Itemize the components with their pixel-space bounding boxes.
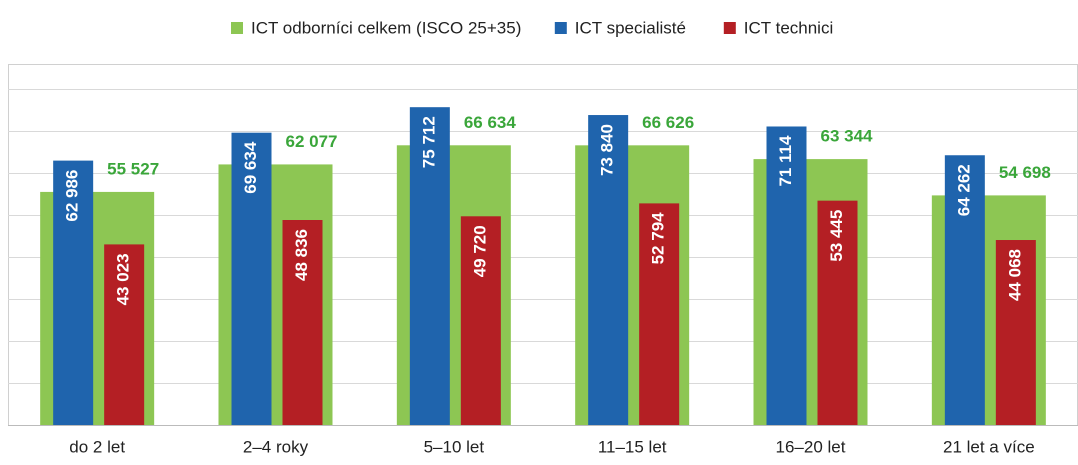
value-label: 48 836: [292, 229, 311, 281]
x-tick-label: do 2 let: [69, 437, 125, 456]
x-tick-label: 5–10 let: [424, 437, 485, 456]
bar: [588, 115, 629, 425]
value-label: 43 023: [114, 253, 133, 305]
legend-label: ICT technici: [744, 18, 833, 37]
value-label: 66 626: [642, 113, 694, 132]
plot-frame: [8, 64, 1078, 426]
bar: [104, 244, 145, 425]
x-tick-label: 16–20 let: [776, 437, 846, 456]
bar: [639, 203, 680, 425]
bar: [53, 160, 94, 425]
value-label: 52 794: [649, 212, 668, 265]
legend-label: ICT specialisté: [575, 18, 686, 37]
x-tick-label: 11–15 let: [598, 437, 667, 456]
bar: [817, 200, 858, 425]
x-tick-label: 2–4 roky: [243, 437, 309, 456]
legend-swatch: [723, 22, 736, 34]
value-label: 66 634: [464, 113, 517, 132]
value-label: 71 114: [776, 135, 795, 187]
bar: [460, 216, 501, 425]
value-label: 53 445: [827, 210, 846, 262]
bar: [944, 155, 985, 425]
bar: [409, 107, 450, 426]
value-label: 73 840: [598, 124, 617, 176]
value-label: 64 262: [954, 164, 973, 216]
bar: [766, 126, 807, 426]
legend-swatch: [554, 22, 567, 34]
value-label: 44 068: [1005, 249, 1024, 301]
bar: [231, 132, 272, 425]
value-label: 54 698: [999, 163, 1051, 182]
bar: [995, 240, 1036, 425]
value-label: 55 527: [107, 159, 159, 178]
value-label: 75 712: [419, 116, 438, 168]
x-tick-label: 21 let a více: [943, 437, 1035, 456]
value-label: 49 720: [470, 225, 489, 277]
bar: [282, 220, 323, 425]
legend-swatch: [231, 22, 243, 34]
value-label: 62 986: [63, 170, 82, 222]
value-label: 63 344: [821, 127, 874, 146]
legend-label: ICT odborníci celkem (ISCO 25+35): [251, 18, 521, 37]
value-label: 69 634: [241, 141, 260, 194]
value-label: 62 077: [286, 132, 338, 151]
